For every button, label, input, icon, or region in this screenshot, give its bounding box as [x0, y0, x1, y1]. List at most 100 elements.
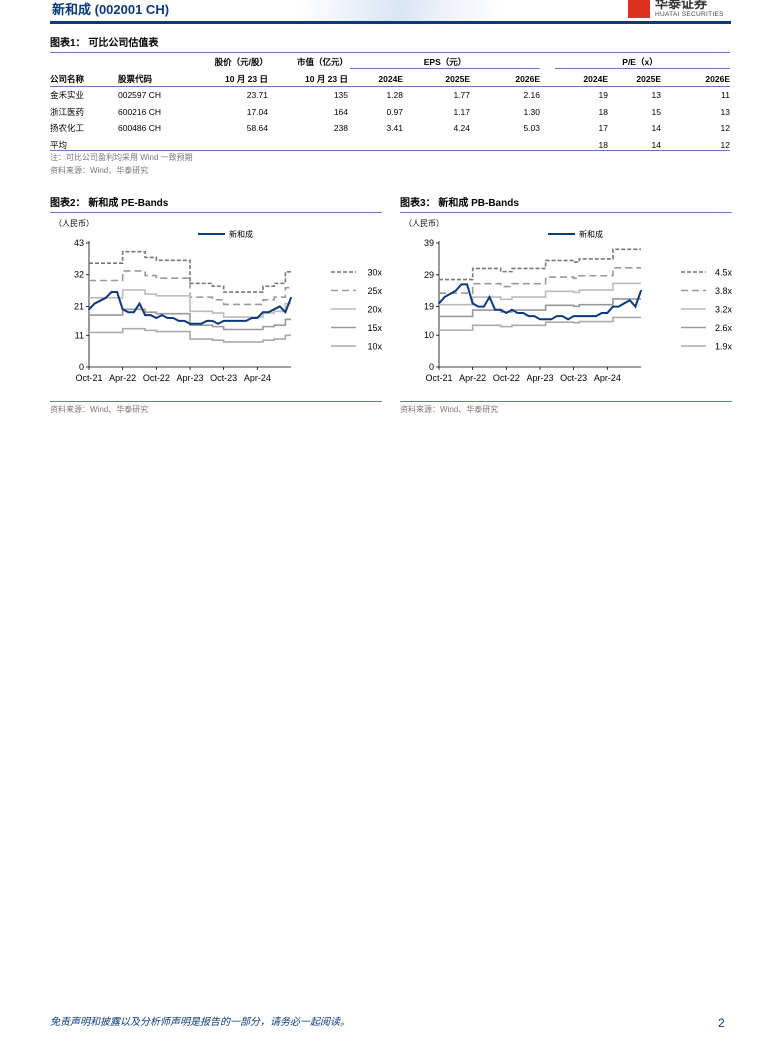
y-tick-label: 39: [424, 238, 434, 248]
data-point: [99, 299, 102, 302]
table-cell: 2.16: [523, 90, 540, 100]
divider: [400, 212, 732, 213]
band-line-30x: [89, 250, 291, 293]
legend-label: 30x: [367, 268, 382, 278]
column-header: 2025E: [636, 74, 661, 84]
data-point: [482, 305, 485, 308]
data-point: [245, 319, 248, 322]
data-point: [239, 319, 242, 322]
data-point: [200, 322, 203, 325]
band-line-3.8x: [439, 267, 641, 295]
y-tick-label: 10: [424, 330, 434, 340]
data-point: [606, 312, 609, 314]
table-cell: 58.64: [246, 123, 268, 133]
data-point: [267, 311, 270, 314]
band-line-15x: [89, 308, 291, 331]
unit-label: （人民币）: [404, 219, 444, 228]
band-line-10x: [89, 327, 291, 343]
data-point: [544, 318, 547, 321]
data-point: [567, 318, 569, 321]
chart-svg: （人民币） 0 10 19 29 39 Oct-21 Apr-22 Oct-22 Apr-23 Oc…: [404, 219, 732, 383]
data-point: [595, 315, 598, 318]
data-point: [505, 312, 508, 314]
table-cell: 12: [720, 139, 730, 150]
data-point: [612, 305, 614, 308]
chart-source: 资料来源：Wind、华泰研究: [400, 405, 499, 414]
data-point: [228, 319, 231, 322]
data-point: [132, 311, 135, 314]
table-cell: 135: [333, 90, 348, 100]
column-header: 2026E: [515, 74, 540, 84]
column-header: 2024E: [378, 74, 403, 84]
data-point: [211, 319, 214, 322]
data-point: [460, 283, 463, 286]
unit-label: （人民币）: [54, 219, 94, 228]
data-point: [262, 311, 264, 314]
data-point: [183, 319, 186, 322]
data-point: [93, 302, 96, 305]
chart-svg: （人民币） 0 11 21 32 43 Oct-21 Apr-22 Oct-22 Apr-23 Oc…: [54, 219, 382, 383]
divider: [400, 401, 732, 402]
data-point: [194, 322, 197, 325]
divider: [50, 212, 382, 213]
x-tick-label: Oct-22: [143, 373, 170, 383]
table-cell: 平均: [50, 139, 68, 150]
x-tick-label: Oct-21: [425, 373, 452, 383]
legend-label: 15x: [367, 323, 382, 333]
data-point: [138, 302, 141, 305]
table-cell: 11: [721, 90, 730, 100]
data-point: [144, 314, 147, 316]
column-header: 10 月 23 日: [305, 74, 348, 84]
x-tick-label: Oct-23: [560, 373, 587, 383]
y-tick-label: 29: [424, 270, 434, 280]
table-cell: 238: [333, 123, 348, 133]
column-header: 公司名称: [50, 74, 85, 84]
data-point: [494, 308, 497, 311]
chart-caption: 图表2： 新和成 PE-Bands: [50, 198, 169, 209]
divider: [50, 86, 730, 87]
band-line-20x: [89, 289, 291, 318]
data-point: [290, 296, 292, 299]
data-point: [438, 302, 440, 305]
x-tick-label: Oct-23: [210, 373, 237, 383]
logo-text-cn: 华泰证券: [655, 0, 708, 11]
table-cell: 15: [651, 106, 661, 117]
data-point: [628, 299, 631, 302]
page-number: 2: [718, 1016, 725, 1030]
legend-label: 3.2x: [715, 305, 732, 315]
data-point: [539, 318, 541, 321]
band-line-4.5x: [439, 248, 641, 281]
table-cell: 19: [598, 90, 608, 100]
legend-label: 1.9x: [715, 342, 732, 352]
x-tick-label: Apr-24: [594, 373, 621, 383]
band-line-25x: [89, 270, 291, 306]
data-point: [88, 308, 90, 311]
data-point: [121, 308, 124, 311]
data-point: [600, 312, 603, 314]
table-cell: 1.28: [386, 90, 403, 100]
divider: [555, 68, 730, 69]
header-divider: [50, 21, 731, 24]
data-point: [527, 315, 530, 318]
legend-label: 20x: [367, 305, 382, 315]
data-point: [217, 322, 219, 325]
data-point: [511, 308, 513, 311]
table-cell: 浙江医药: [50, 106, 85, 117]
logo-text-en: HUATAI SECURITIES: [655, 11, 724, 18]
data-point: [161, 314, 163, 316]
divider: [50, 52, 730, 53]
column-header: 股票代码: [118, 74, 153, 84]
legend-label: 新和成: [229, 229, 253, 239]
table-cell: 002597 CH: [118, 90, 162, 100]
data-point: [449, 292, 452, 295]
data-point: [617, 305, 620, 308]
group-header-pe: P/E（x）: [622, 57, 658, 67]
data-point: [471, 302, 474, 305]
table-cell: 600216 CH: [118, 106, 162, 117]
chart-caption: 图表3： 新和成 PB-Bands: [400, 198, 519, 209]
data-point: [149, 314, 152, 316]
table-cell: 13: [651, 90, 661, 100]
data-point: [166, 317, 169, 319]
table-cell: 13: [720, 106, 730, 117]
legend-label: 2.6x: [715, 323, 732, 333]
